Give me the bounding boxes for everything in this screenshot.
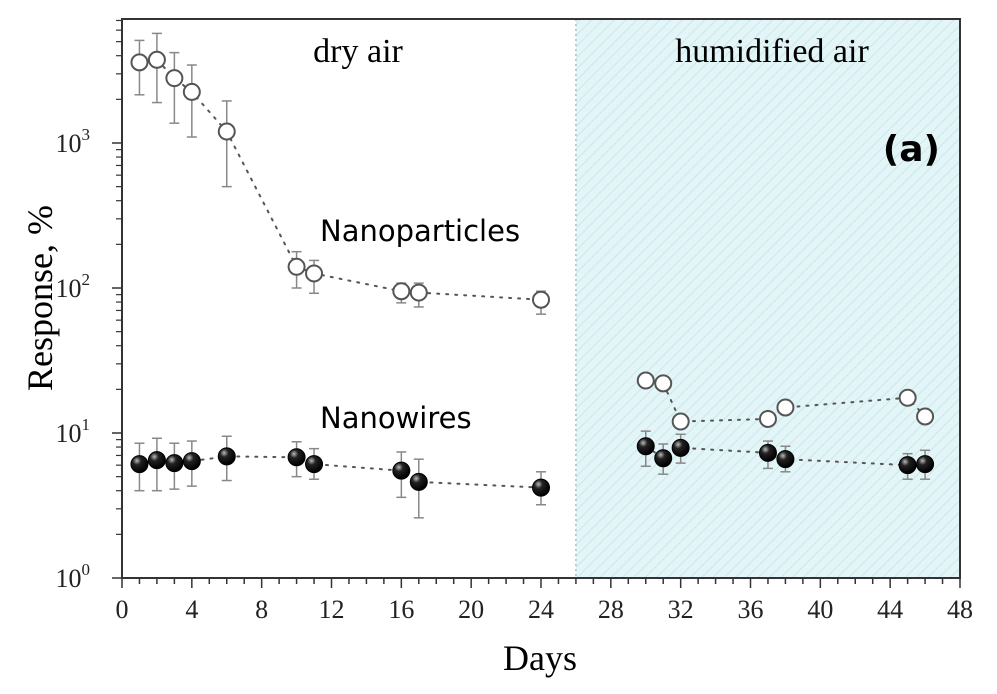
x-tick-label: 24 <box>528 595 554 624</box>
data-point-nanoparticles <box>130 53 149 72</box>
x-tick-label: 48 <box>947 595 973 624</box>
data-point-nanoparticles <box>165 69 184 88</box>
data-point-nanowires <box>287 448 306 467</box>
data-point-nanoparticles <box>898 388 917 407</box>
data-point-nanoparticles <box>654 374 673 393</box>
x-tick-label: 32 <box>668 595 694 624</box>
y-tick-label: 101 <box>56 415 91 448</box>
x-tick-label: 44 <box>877 595 903 624</box>
data-point-nanowires <box>392 461 411 480</box>
data-point-nanowires <box>916 455 935 474</box>
data-point-nanowires <box>636 437 655 456</box>
data-point-nanoparticles <box>392 282 411 301</box>
data-point-nanowires <box>182 452 201 471</box>
data-point-nanowires <box>130 455 149 474</box>
data-point-nanoparticles <box>776 398 795 417</box>
data-point-nanowires <box>217 447 236 466</box>
x-tick-label: 20 <box>458 595 484 624</box>
y-tick-label: 102 <box>56 270 91 303</box>
data-point-nanoparticles <box>758 409 777 428</box>
data-point-nanoparticles <box>409 283 428 302</box>
data-point-nanoparticles <box>671 412 690 431</box>
x-tick-label: 0 <box>116 595 129 624</box>
y-tick-label: 100 <box>56 560 91 593</box>
data-point-nanoparticles <box>147 50 166 69</box>
data-point-nanowires <box>532 478 550 497</box>
humidified-region <box>575 19 960 578</box>
data-point-nanowires <box>654 449 673 468</box>
series-label-nanoparticles: Nanoparticles <box>320 214 520 248</box>
data-point-nanoparticles <box>305 264 324 283</box>
data-point-nanoparticles <box>217 122 236 141</box>
data-point-nanowires <box>409 472 428 491</box>
x-tick-label: 36 <box>738 595 764 624</box>
y-tick-label: 103 <box>56 125 91 158</box>
data-point-nanowires <box>776 450 795 469</box>
data-point-nanowires <box>898 456 917 475</box>
x-tick-label: 4 <box>185 595 198 624</box>
data-point-nanoparticles <box>636 371 655 390</box>
x-tick-label: 16 <box>388 595 414 624</box>
x-tick-label: 8 <box>255 595 268 624</box>
x-axis-label: Days <box>503 638 577 678</box>
data-point-nanowires <box>165 454 184 473</box>
data-point-nanoparticles <box>916 407 935 426</box>
data-point-nanowires <box>305 455 324 474</box>
region-label-humid: humidified air <box>675 33 869 70</box>
panel-label: (a) <box>883 129 940 170</box>
region-label-dry: dry air <box>313 33 403 70</box>
data-point-nanoparticles <box>287 257 306 276</box>
x-tick-label: 40 <box>807 595 833 624</box>
series-label-nanowires: Nanowires <box>320 401 472 435</box>
data-point-nanowires <box>147 451 166 470</box>
x-tick-label: 28 <box>598 595 624 624</box>
y-axis-label: Response, % <box>20 205 60 391</box>
x-tick-label: 12 <box>319 595 345 624</box>
data-point-nanowires <box>671 438 690 457</box>
data-point-nanowires <box>758 443 777 462</box>
data-point-nanoparticles <box>182 82 201 101</box>
data-point-nanoparticles <box>532 290 550 309</box>
